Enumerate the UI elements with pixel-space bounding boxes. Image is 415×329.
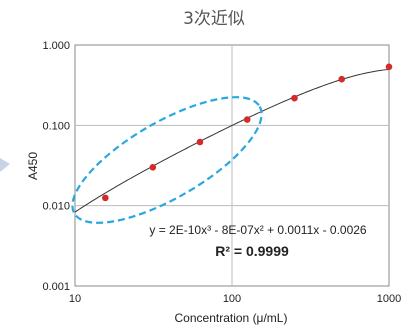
data-point: [338, 75, 346, 83]
data-point: [196, 138, 204, 146]
x-axis-label: Concentration (μ/mL): [175, 311, 288, 325]
x-axis: 10 100 1000: [69, 293, 401, 305]
data-point: [291, 94, 298, 102]
y-tick-label: 1.000: [42, 40, 70, 52]
y-tick-label: 0.010: [42, 201, 70, 213]
y-tick-label: 0.001: [42, 281, 70, 293]
trendline-equation: y = 2E-10x³ - 8E-07x² + 0.0011x - 0.0026: [149, 223, 367, 237]
data-point: [102, 194, 109, 202]
data-point: [149, 164, 157, 171]
y-axis: 0.001 0.010 0.100 1.000: [42, 40, 70, 293]
data-point: [385, 63, 393, 71]
x-tick-label: 10: [69, 293, 81, 305]
expand-arrow-icon: [0, 158, 10, 172]
r-squared-label: R² = 0.9999: [215, 243, 289, 259]
y-axis-label: A450: [26, 152, 40, 180]
chart-title: 3次近似: [183, 9, 245, 29]
x-tick-label: 100: [223, 293, 241, 305]
x-tick-label: 1000: [377, 293, 401, 305]
data-points: [102, 63, 393, 202]
data-point: [243, 116, 251, 123]
highlight-ellipse: [71, 96, 263, 224]
trendline: [74, 68, 390, 213]
y-tick-label: 0.100: [42, 120, 70, 132]
